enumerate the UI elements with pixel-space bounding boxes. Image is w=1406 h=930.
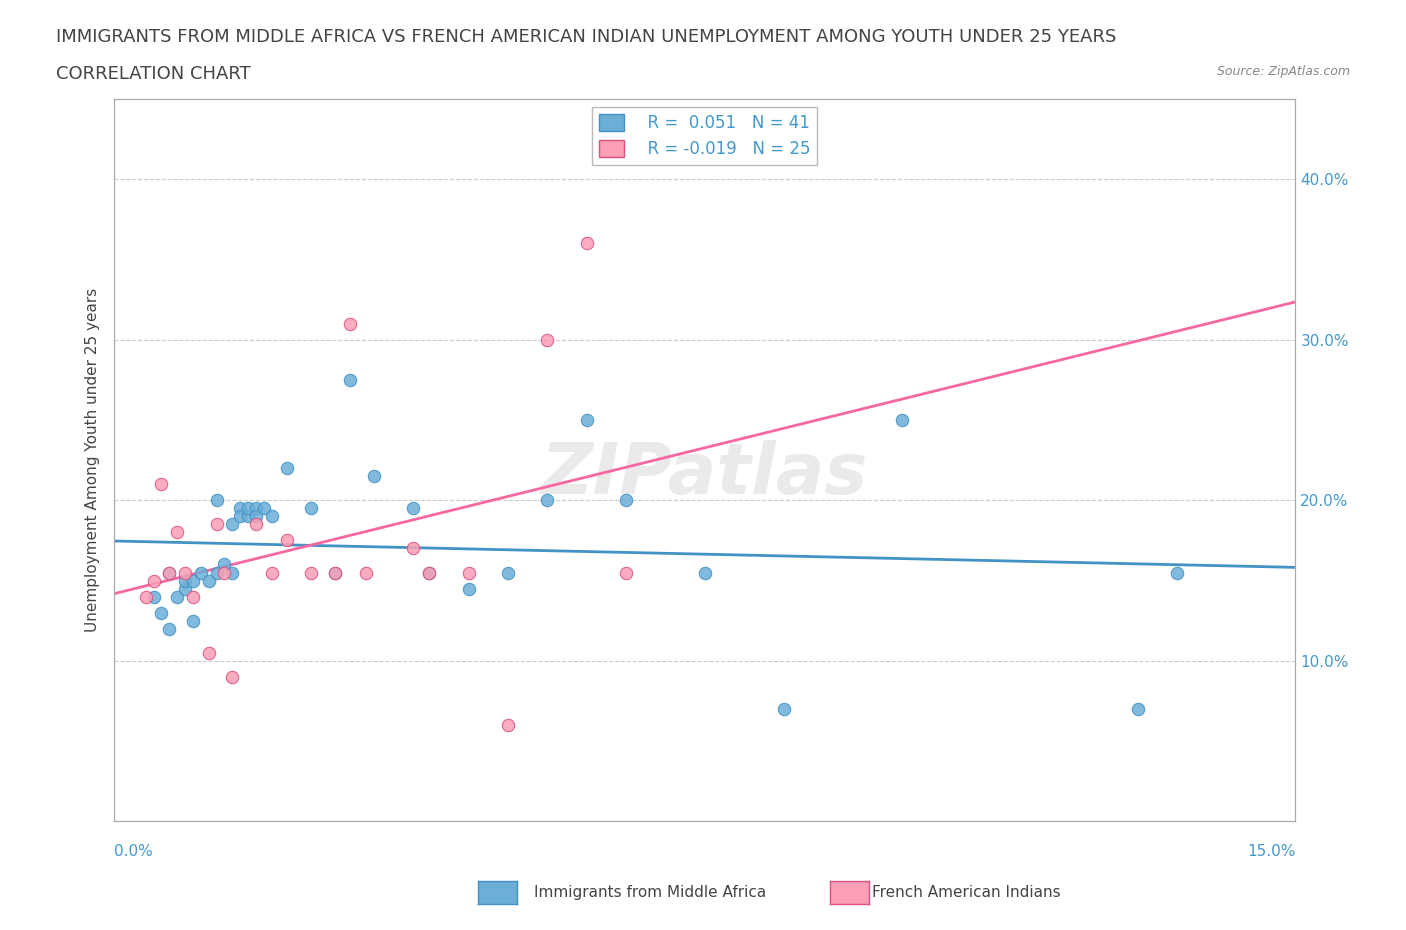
Point <box>245 501 267 516</box>
Point <box>150 477 173 492</box>
Point <box>205 565 228 580</box>
Point <box>299 565 322 580</box>
Point <box>536 332 558 347</box>
Point <box>214 557 236 572</box>
Legend:   R =  0.051   N = 41,   R = -0.019   N = 25: R = 0.051 N = 41, R = -0.019 N = 25 <box>592 107 817 165</box>
Point <box>693 565 716 580</box>
Point <box>181 573 204 588</box>
Point <box>229 501 252 516</box>
Point <box>205 517 228 532</box>
Point <box>150 605 173 620</box>
Text: 0.0%: 0.0% <box>114 844 153 859</box>
Point <box>197 573 219 588</box>
Point <box>135 590 157 604</box>
Point <box>142 590 165 604</box>
Point <box>276 533 298 548</box>
Text: Source: ZipAtlas.com: Source: ZipAtlas.com <box>1216 65 1350 78</box>
Point <box>166 590 188 604</box>
Point <box>418 565 440 580</box>
Point <box>496 718 519 733</box>
Point <box>190 565 212 580</box>
Point <box>197 645 219 660</box>
Text: 15.0%: 15.0% <box>1247 844 1295 859</box>
Point <box>166 525 188 539</box>
Text: Immigrants from Middle Africa: Immigrants from Middle Africa <box>534 885 766 900</box>
Point <box>402 541 425 556</box>
Point <box>221 565 243 580</box>
Point <box>575 236 598 251</box>
Point <box>245 509 267 524</box>
Text: French American Indians: French American Indians <box>872 885 1060 900</box>
Point <box>354 565 377 580</box>
Point <box>214 565 236 580</box>
Point <box>174 565 197 580</box>
Point <box>260 565 283 580</box>
Point <box>174 581 197 596</box>
Point <box>142 573 165 588</box>
Point <box>221 670 243 684</box>
Point <box>614 493 637 508</box>
Point <box>323 565 346 580</box>
Point <box>157 565 180 580</box>
Point <box>205 493 228 508</box>
Point <box>772 701 794 716</box>
Text: ZIPatlas: ZIPatlas <box>541 440 869 509</box>
Point <box>418 565 440 580</box>
Text: IMMIGRANTS FROM MIDDLE AFRICA VS FRENCH AMERICAN INDIAN UNEMPLOYMENT AMONG YOUTH: IMMIGRANTS FROM MIDDLE AFRICA VS FRENCH … <box>56 28 1116 46</box>
Point <box>1166 565 1188 580</box>
Point <box>339 372 361 387</box>
Point <box>339 316 361 331</box>
Point <box>299 501 322 516</box>
Point <box>221 517 243 532</box>
Point <box>181 613 204 628</box>
Point <box>236 509 259 524</box>
Point <box>496 565 519 580</box>
Point <box>363 469 385 484</box>
Point <box>323 565 346 580</box>
Point <box>245 517 267 532</box>
Point <box>253 501 276 516</box>
Point <box>276 460 298 475</box>
Point <box>536 493 558 508</box>
Point <box>181 590 204 604</box>
Point <box>890 413 912 428</box>
Point <box>260 509 283 524</box>
Point <box>157 621 180 636</box>
Point <box>402 501 425 516</box>
Point <box>457 581 479 596</box>
Text: CORRELATION CHART: CORRELATION CHART <box>56 65 252 83</box>
Point <box>614 565 637 580</box>
Point <box>229 509 252 524</box>
Y-axis label: Unemployment Among Youth under 25 years: Unemployment Among Youth under 25 years <box>86 288 100 632</box>
Point <box>1126 701 1149 716</box>
Point <box>457 565 479 580</box>
Point <box>575 413 598 428</box>
Point <box>174 573 197 588</box>
Point <box>157 565 180 580</box>
Point <box>236 501 259 516</box>
